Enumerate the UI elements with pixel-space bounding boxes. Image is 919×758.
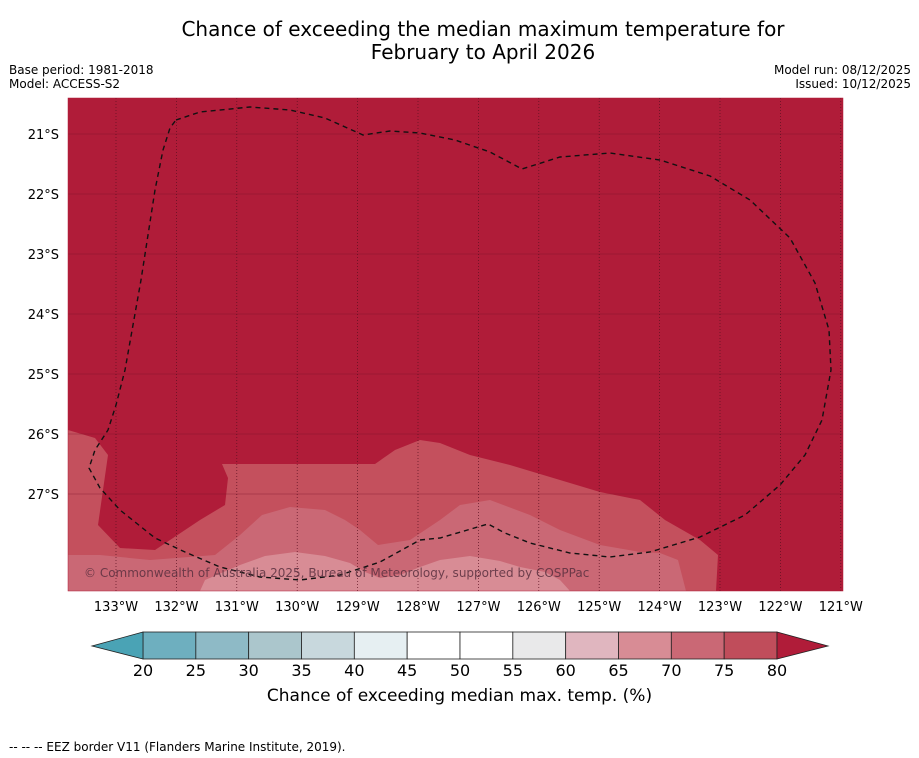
eez-border — [88, 106, 832, 581]
colorbar-tick-label: 35 — [291, 661, 311, 680]
lat-tick-label: 21°S — [28, 128, 59, 143]
colorbar-bin — [195, 631, 250, 660]
colorbar-label: Chance of exceeding median max. temp. (%… — [266, 686, 653, 706]
map-frame — [67, 97, 844, 592]
lat-tick-label: 26°S — [28, 428, 59, 443]
colorbar-tick-label: 55 — [503, 661, 523, 680]
lat-tick-label: 27°S — [28, 488, 59, 503]
colorbar-tick-label: 75 — [714, 661, 734, 680]
meta-left: Base period: 1981-2018 Model: ACCESS-S2 — [9, 63, 154, 91]
eez-footnote: -- -- -- EEZ border V11 (Flanders Marine… — [9, 740, 346, 754]
model-run: Model run: 08/12/2025 — [773, 63, 911, 77]
chart-title: Chance of exceeding the median maximum t… — [0, 18, 919, 64]
lat-tick-label: 22°S — [28, 188, 59, 203]
colorbar-bin — [723, 631, 778, 660]
lon-tick-label: 128°W — [396, 600, 440, 615]
lon-tick-label: 132°W — [154, 600, 198, 615]
lat-tick-label: 24°S — [28, 308, 59, 323]
base-period: Base period: 1981-2018 — [9, 63, 154, 77]
colorbar-bin — [565, 631, 619, 660]
colorbar-bin — [248, 631, 302, 660]
lat-tick-label: 25°S — [28, 368, 59, 383]
lon-tick-label: 130°W — [275, 600, 319, 615]
title-line-1: Chance of exceeding the median maximum t… — [181, 17, 785, 41]
zone-65-70 — [200, 552, 570, 591]
colorbar-tick-label: 65 — [608, 661, 628, 680]
colorbar-above-arrow — [776, 631, 830, 660]
colorbar-tick-label: 25 — [186, 661, 206, 680]
issued-date: Issued: 10/12/2025 — [795, 77, 911, 91]
colorbar-tick-label: 70 — [661, 661, 681, 680]
lon-tick-label: 125°W — [577, 600, 621, 615]
lon-tick-label: 127°W — [456, 600, 500, 615]
colorbar-tick-label: 50 — [450, 661, 470, 680]
colorbar-below-arrow — [90, 631, 144, 660]
graticule — [68, 98, 843, 591]
colorbar-tick-label: 80 — [767, 661, 787, 680]
lon-tick-label: 129°W — [336, 600, 380, 615]
colorbar-bin — [670, 631, 725, 660]
copyright-notice: © Commonwealth of Australia 2025, Bureau… — [84, 566, 589, 580]
colorbar-bins — [142, 631, 778, 660]
lon-tick-label: 131°W — [215, 600, 259, 615]
colorbar-bin — [618, 631, 672, 660]
colorbar: 20 25 30 35 40 45 50 55 60 65 70 75 80 — [90, 631, 830, 680]
lat-tick-label: 23°S — [28, 248, 59, 263]
lon-labels: 133°W 132°W 131°W 130°W 129°W 128°W 127°W 126°W… — [94, 600, 863, 615]
colorbar-tick-label: 20 — [133, 661, 153, 680]
lon-tick-label: 122°W — [758, 600, 802, 615]
lon-tick-label: 126°W — [517, 600, 561, 615]
lon-tick-label: 133°W — [94, 600, 138, 615]
colorbar-tick-label: 45 — [397, 661, 417, 680]
model-name: Model: ACCESS-S2 — [9, 77, 121, 91]
colorbar-bin — [301, 631, 355, 660]
lat-labels: 21°S 22°S 23°S 24°S 25°S 26°S 27°S — [28, 128, 59, 503]
colorbar-bin — [142, 631, 197, 660]
lon-tick-label: 121°W — [819, 600, 863, 615]
lon-tick-label: 123°W — [698, 600, 742, 615]
lon-tick-label: 124°W — [638, 600, 682, 615]
colorbar-tick-label: 60 — [555, 661, 575, 680]
colorbar-ticks: 20 25 30 35 40 45 50 55 60 65 70 75 80 — [133, 661, 787, 680]
colorbar-bin — [353, 631, 408, 660]
colorbar-bin — [406, 631, 461, 660]
probability-map: © Commonwealth of Australia 2025, Bureau… — [28, 97, 863, 615]
colorbar-tick-label: 30 — [238, 661, 258, 680]
colorbar-tick-label: 40 — [344, 661, 364, 680]
meta-right: Model run: 08/12/2025 Issued: 10/12/2025 — [774, 63, 911, 91]
colorbar-bin — [512, 631, 567, 660]
colorbar-bin — [459, 631, 514, 660]
title-line-2: February to April 2026 — [370, 40, 596, 64]
